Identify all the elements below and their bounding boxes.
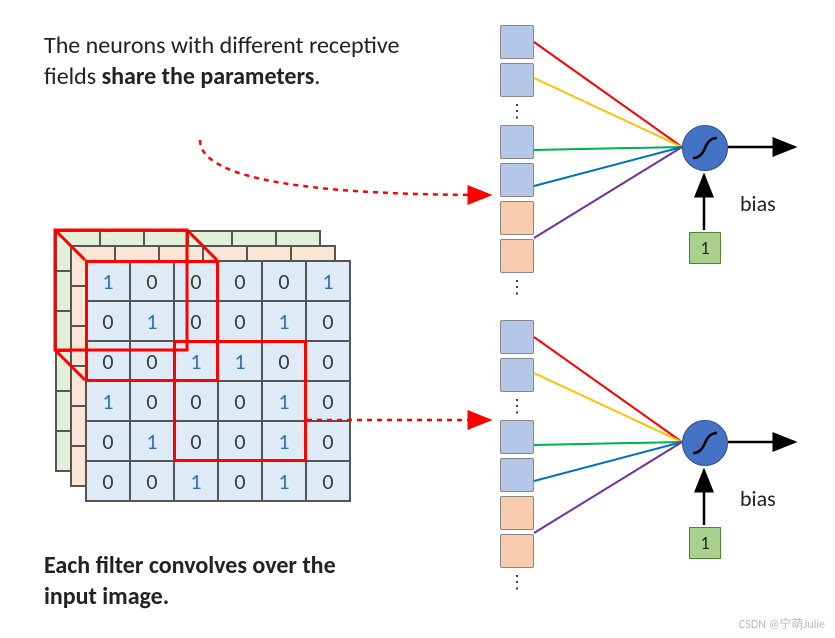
matrix-cell: 0 xyxy=(306,301,350,341)
matrix-cell: 0 xyxy=(218,261,262,301)
matrix-cell: 1 xyxy=(262,461,306,501)
neuron-square xyxy=(500,163,534,197)
matrix-cell: 0 xyxy=(130,381,174,421)
neuron-square xyxy=(500,239,534,273)
sigmoid-icon xyxy=(689,132,721,164)
activation-node-top xyxy=(682,125,728,171)
vdots-icon: ⋮ xyxy=(500,101,534,121)
matrix-cell: 1 xyxy=(262,301,306,341)
neuron-column-top: ⋮ ⋮ xyxy=(500,25,534,297)
caption-line1: Each filter convolves over the xyxy=(44,550,336,581)
matrix-cell: 1 xyxy=(174,461,218,501)
matrix-cell: 0 xyxy=(86,461,130,501)
matrix-cell: 1 xyxy=(130,421,174,461)
matrix-cell: 0 xyxy=(262,261,306,301)
activation-node-bottom xyxy=(682,420,728,466)
bias-label-bottom: bias xyxy=(740,485,776,512)
title-line1: The neurons with different receptive xyxy=(44,30,399,61)
neuron-square xyxy=(500,25,534,59)
neuron-square xyxy=(500,320,534,354)
vdots-icon: ⋮ xyxy=(500,277,534,297)
matrix-cell: 0 xyxy=(306,381,350,421)
vdots-icon: ⋮ xyxy=(500,572,534,592)
title-text: The neurons with different receptive fie… xyxy=(44,30,399,92)
neuron-square xyxy=(500,534,534,568)
sigmoid-icon xyxy=(689,427,721,459)
neuron-square xyxy=(500,201,534,235)
filter-box-2 xyxy=(173,340,307,462)
matrix-cell: 0 xyxy=(306,421,350,461)
caption-text: Each filter convolves over the input ima… xyxy=(44,550,336,612)
matrix-cell: 0 xyxy=(306,341,350,381)
matrix-cell: 0 xyxy=(130,461,174,501)
matrix-cell: 1 xyxy=(306,261,350,301)
matrix-cell: 0 xyxy=(86,421,130,461)
vdots-icon: ⋮ xyxy=(500,396,534,416)
neuron-square xyxy=(500,458,534,492)
matrix-cell: 0 xyxy=(306,461,350,501)
neuron-column-bottom: ⋮ ⋮ xyxy=(500,320,534,592)
bias-label-top: bias xyxy=(740,190,776,217)
bias-box-top: 1 xyxy=(689,232,721,264)
neuron-square xyxy=(500,63,534,97)
bias-box-bottom: 1 xyxy=(689,527,721,559)
caption-line2: input image. xyxy=(44,581,336,612)
neuron-square xyxy=(500,358,534,392)
watermark-text: CSDN @宁萌Julie xyxy=(739,615,825,632)
neuron-square xyxy=(500,125,534,159)
title-line2: fields share the parameters. xyxy=(44,61,399,92)
matrix-cell: 0 xyxy=(218,301,262,341)
neuron-square xyxy=(500,420,534,454)
matrix-cell: 0 xyxy=(218,461,262,501)
neuron-square xyxy=(500,496,534,530)
matrix-cell: 1 xyxy=(86,381,130,421)
